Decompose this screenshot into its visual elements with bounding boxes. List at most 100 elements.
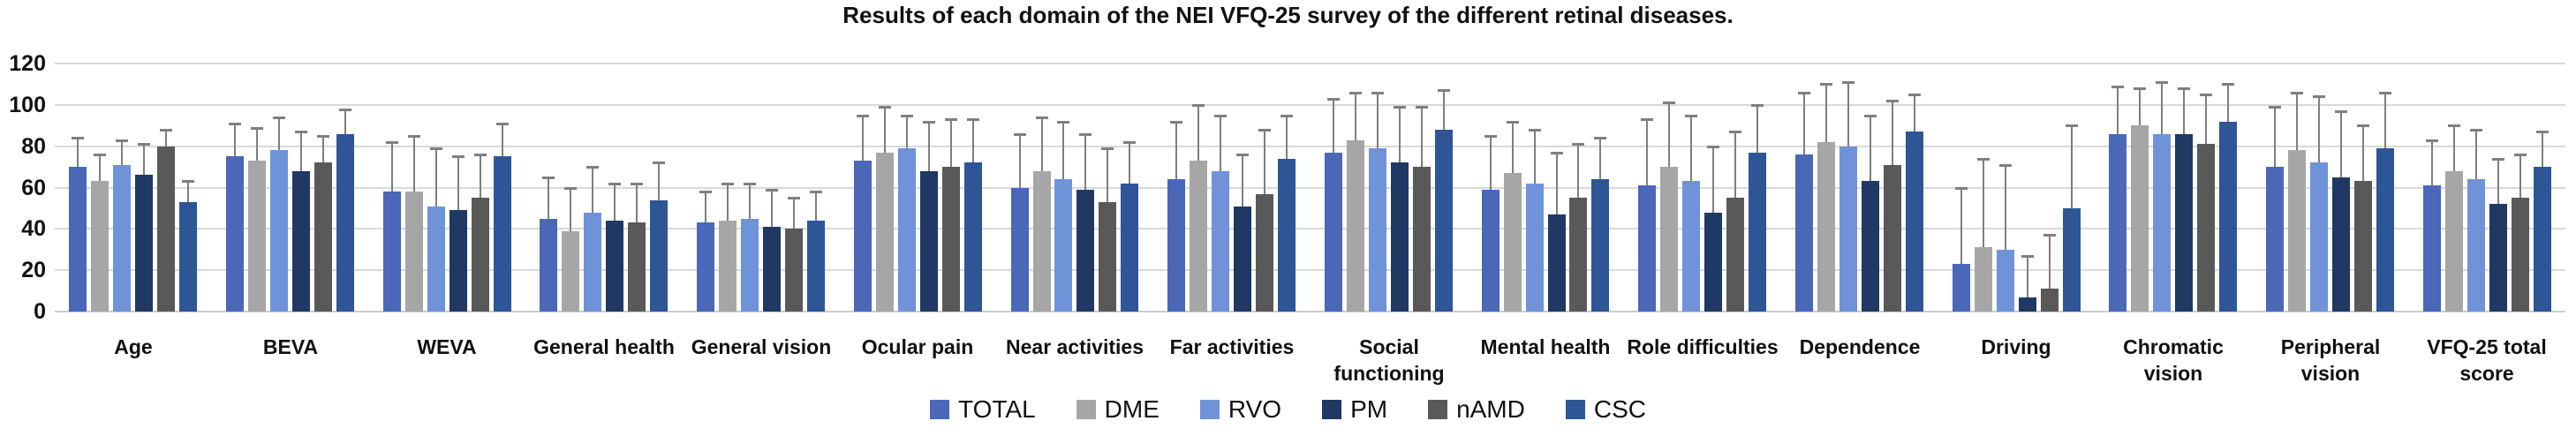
error-bar-cap: [2134, 87, 2146, 90]
error-bar: [1242, 154, 1243, 207]
bar-csc-11: [1749, 153, 1766, 312]
error-bar: [1377, 93, 1379, 148]
error-bar-cap: [496, 123, 509, 125]
bar-csc-8: [1278, 159, 1296, 312]
gridline-y-100: [55, 104, 2565, 106]
error-bar: [2384, 93, 2386, 148]
error-bar: [2027, 256, 2028, 297]
error-bar-cap: [2448, 124, 2460, 127]
legend-label: TOTAL: [958, 395, 1036, 423]
legend-swatch-icon: [1428, 400, 1448, 419]
category-label: VFQ-25 total score: [2427, 335, 2547, 385]
bar-dme-15: [2288, 150, 2306, 312]
error-bar-cap: [1685, 115, 1697, 117]
bar-dme-1: [91, 181, 109, 312]
error-bar-cap: [1484, 135, 1497, 138]
error-bar-cap: [564, 187, 577, 190]
category-label: BEVA: [262, 335, 319, 358]
error-bar: [1534, 130, 1536, 184]
error-bar: [727, 184, 729, 221]
error-bar-cap: [1371, 92, 1384, 94]
error-bar: [2453, 125, 2455, 171]
error-bar-cap: [1123, 141, 1136, 144]
error-bar-cap: [1820, 83, 1832, 86]
error-bar: [1756, 105, 1758, 153]
bar-pm-5: [763, 227, 781, 312]
error-bar: [614, 184, 616, 221]
error-bar-cap: [1079, 133, 1092, 136]
legend-item-rvo: RVO: [1199, 395, 1282, 424]
bar-csc-15: [2376, 148, 2394, 312]
bar-rvo-8: [1212, 171, 1229, 312]
legend-label: RVO: [1228, 395, 1282, 423]
bar-namd-6: [942, 167, 960, 312]
bar-csc-7: [1121, 184, 1138, 312]
bar-total-8: [1167, 179, 1185, 312]
error-bar-cap: [2335, 110, 2347, 113]
error-bar: [1019, 134, 1021, 188]
error-bar: [1399, 107, 1401, 162]
error-bar: [2161, 82, 2163, 134]
bar-dme-5: [719, 221, 737, 312]
error-bar: [862, 116, 864, 161]
error-bar: [143, 144, 145, 175]
error-bar-cap: [923, 121, 935, 124]
error-bar-cap: [1416, 106, 1428, 109]
bar-total-16: [2423, 185, 2441, 312]
gridline-y-0: [55, 311, 2565, 312]
error-bar-cap: [72, 137, 84, 139]
error-bar: [1512, 122, 1514, 173]
error-bar-cap: [2269, 106, 2281, 109]
error-bar-cap: [2222, 83, 2234, 86]
bar-namd-13: [2041, 289, 2059, 312]
bar-csc-1: [179, 202, 197, 312]
error-bar-cap: [452, 155, 465, 158]
bar-pm-14: [2175, 134, 2193, 312]
bar-dme-11: [1660, 167, 1678, 312]
error-bar: [99, 154, 101, 181]
category-label: WEVA: [417, 335, 477, 358]
error-bar-cap: [408, 135, 420, 138]
error-bar-cap: [1101, 147, 1114, 150]
error-bar: [906, 116, 908, 148]
error-bar-cap: [2021, 255, 2034, 258]
error-bar: [1892, 101, 1893, 165]
error-bar-cap: [1999, 164, 2012, 167]
bar-csc-2: [336, 134, 354, 312]
error-bar: [815, 192, 817, 221]
error-bar-cap: [1729, 131, 1741, 133]
bar-total-9: [1325, 153, 1342, 312]
bar-total-6: [854, 161, 872, 312]
error-bar: [2318, 96, 2320, 162]
bar-namd-8: [1256, 194, 1273, 312]
legend-swatch-icon: [1565, 400, 1585, 419]
error-bar-cap: [2514, 154, 2527, 156]
bar-total-14: [2109, 134, 2127, 312]
bar-namd-2: [314, 162, 332, 312]
error-bar: [391, 142, 393, 192]
error-bar: [1599, 138, 1601, 179]
error-bar-cap: [1438, 89, 1450, 92]
error-bar-cap: [1280, 115, 1293, 117]
error-bar: [1847, 82, 1849, 147]
bar-namd-7: [1099, 202, 1116, 312]
error-bar: [1264, 130, 1265, 194]
error-bar-cap: [339, 109, 351, 111]
bar-namd-9: [1413, 167, 1431, 312]
bar-pm-12: [1862, 181, 1879, 312]
error-bar: [1286, 116, 1288, 159]
bar-rvo-1: [113, 165, 131, 312]
bar-dme-10: [1504, 173, 1522, 312]
error-bar: [1690, 116, 1692, 181]
bar-total-10: [1482, 190, 1500, 312]
error-bar: [256, 128, 258, 161]
y-axis-tick-label: 0: [34, 299, 46, 324]
error-bar: [1556, 153, 1558, 214]
error-bar: [884, 107, 886, 153]
category-label: General health: [533, 335, 675, 358]
error-bar-cap: [1663, 101, 1675, 104]
bar-rvo-13: [1997, 250, 2014, 312]
bar-rvo-12: [1839, 147, 1857, 312]
error-bar: [278, 117, 280, 150]
error-bar: [2205, 94, 2207, 144]
